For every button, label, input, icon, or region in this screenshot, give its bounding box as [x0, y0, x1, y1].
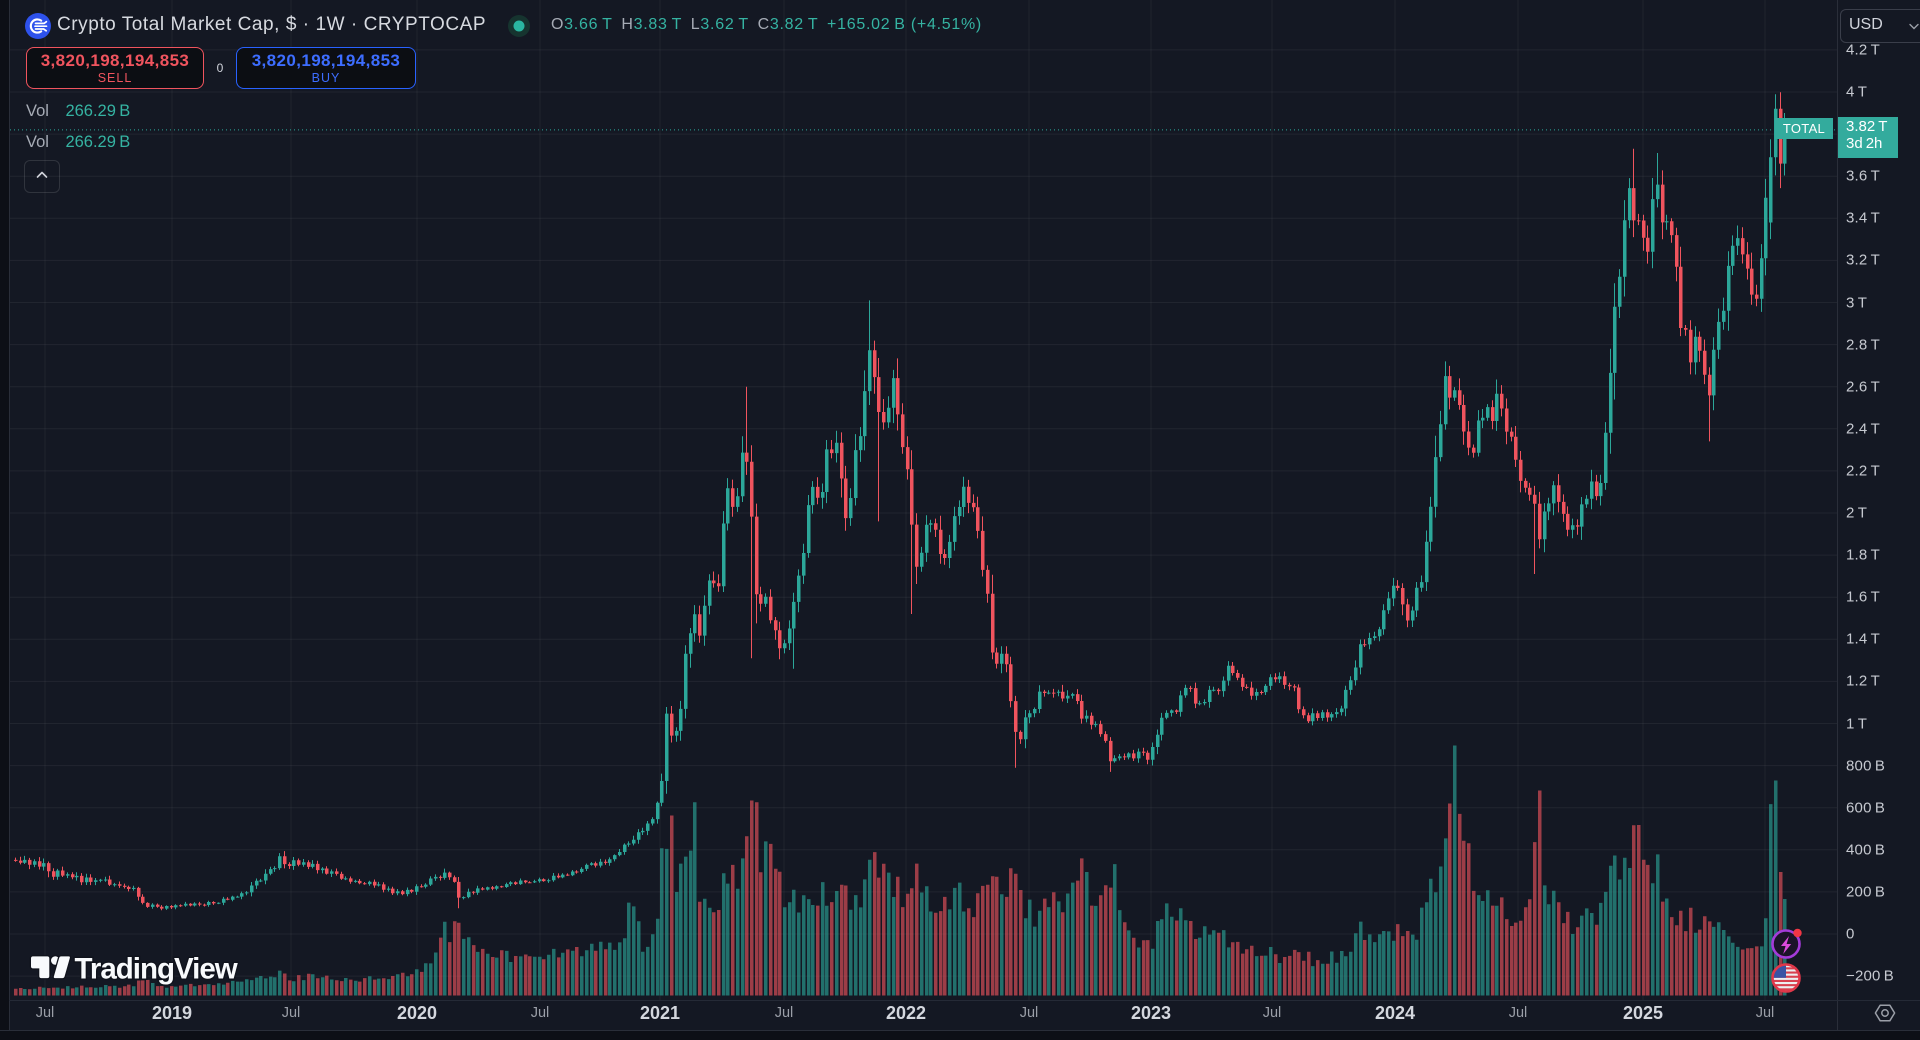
- svg-text:TradingView: TradingView: [75, 952, 238, 985]
